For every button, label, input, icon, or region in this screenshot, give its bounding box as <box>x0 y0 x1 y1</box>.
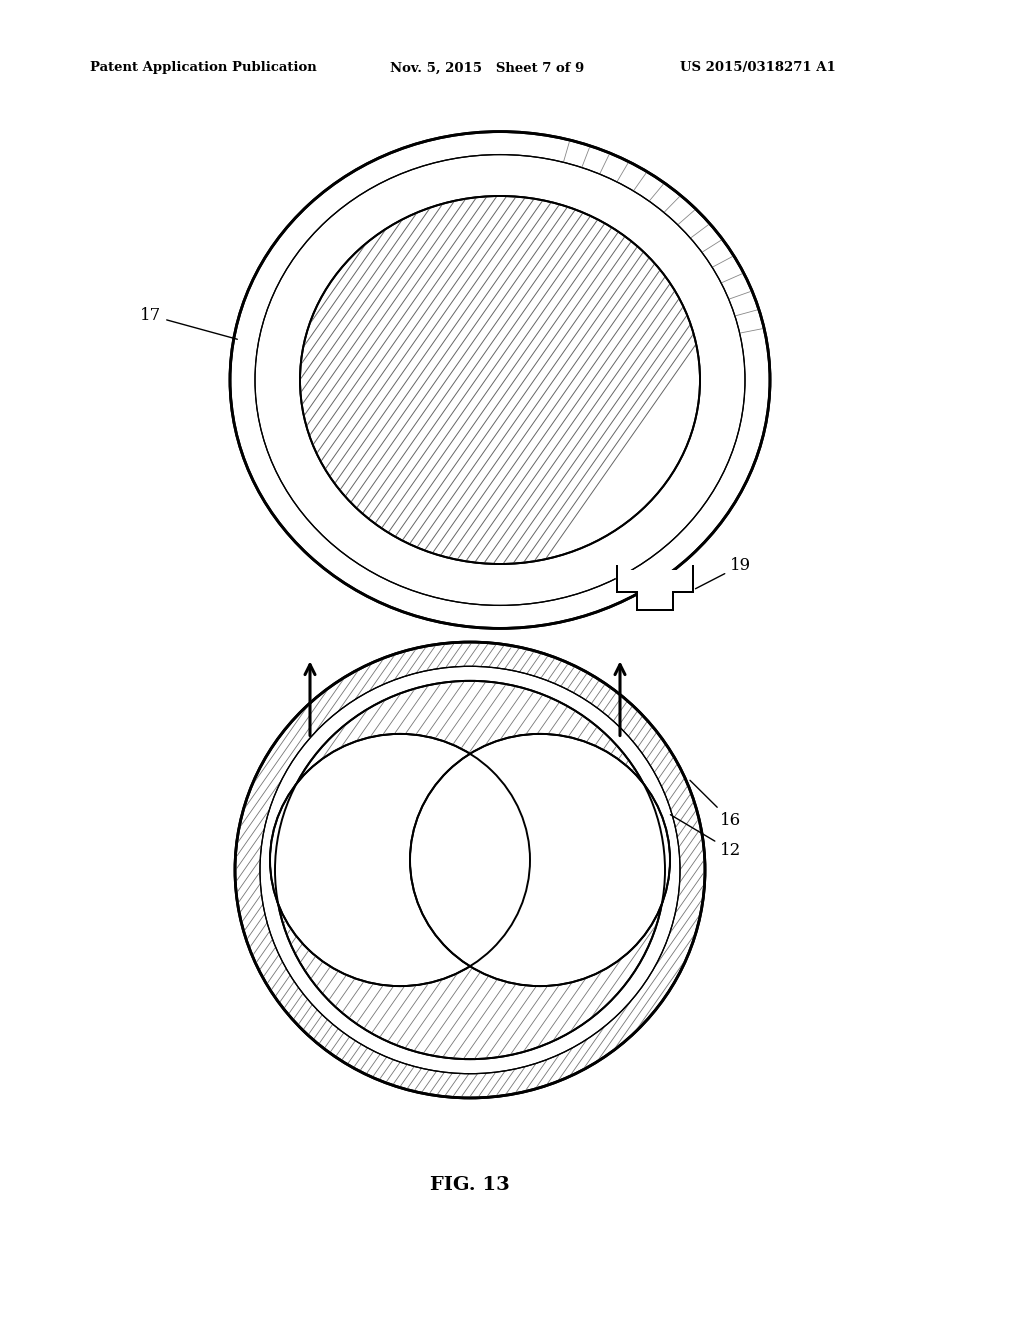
Text: FIG. 13: FIG. 13 <box>430 1176 510 1195</box>
Text: 19: 19 <box>695 557 752 589</box>
Ellipse shape <box>260 667 680 1073</box>
Ellipse shape <box>410 734 670 986</box>
Ellipse shape <box>270 734 530 986</box>
Text: 16: 16 <box>690 780 741 829</box>
Ellipse shape <box>230 132 770 628</box>
Ellipse shape <box>234 642 705 1098</box>
Ellipse shape <box>275 681 665 1059</box>
Text: US 2015/0318271 A1: US 2015/0318271 A1 <box>680 62 836 74</box>
Text: 17: 17 <box>140 308 238 339</box>
Ellipse shape <box>255 154 745 606</box>
Ellipse shape <box>300 195 700 564</box>
Text: 12: 12 <box>671 814 741 859</box>
Text: Nov. 5, 2015   Sheet 7 of 9: Nov. 5, 2015 Sheet 7 of 9 <box>390 62 585 74</box>
Text: Patent Application Publication: Patent Application Publication <box>90 62 316 74</box>
Polygon shape <box>615 570 695 610</box>
